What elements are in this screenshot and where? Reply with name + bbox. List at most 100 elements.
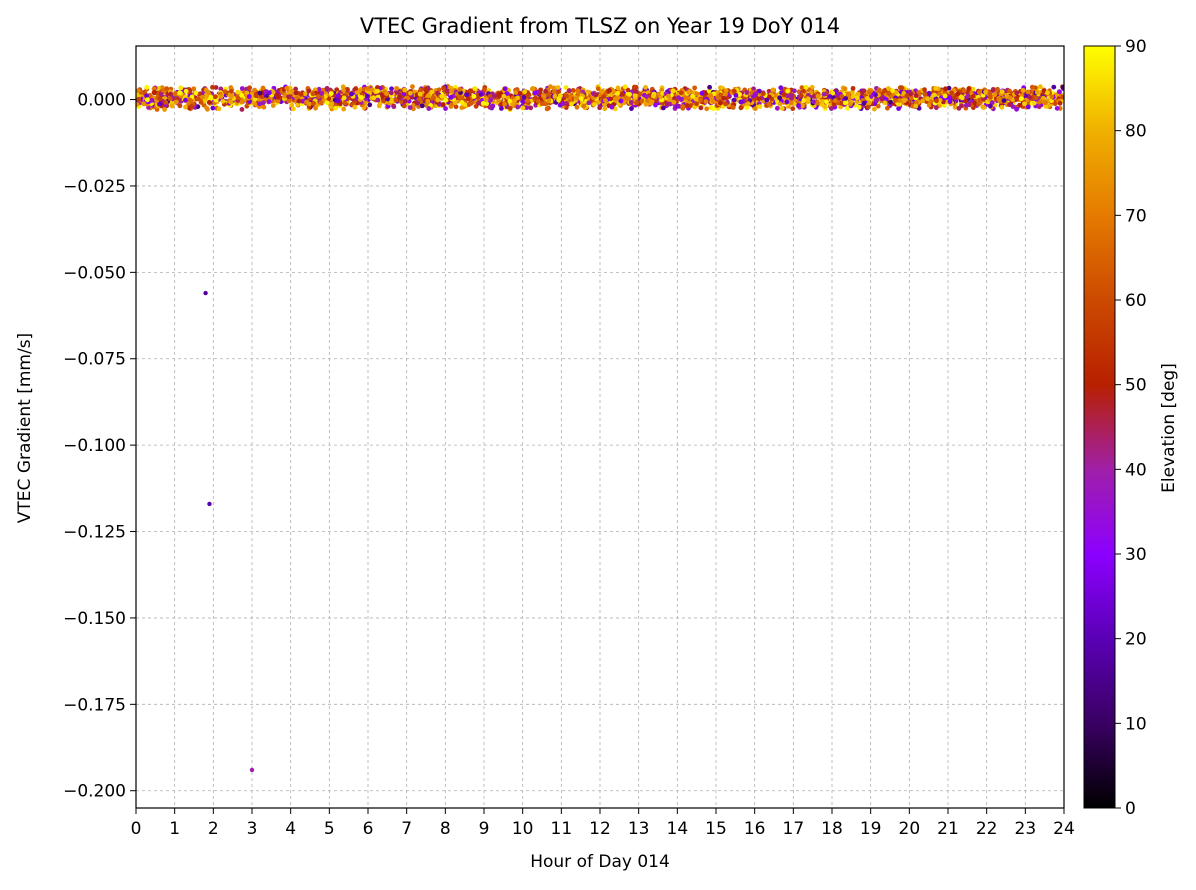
band-point [846,96,852,101]
band-point [779,106,785,111]
band-point [908,91,914,97]
band-point [349,91,354,97]
band-point [430,95,436,100]
band-point [854,95,860,101]
band-point [744,90,750,95]
band-point [375,88,380,94]
band-point [913,93,919,99]
band-point [457,86,463,92]
band-point [1029,84,1035,90]
band-point [204,105,210,111]
band-point [690,93,696,99]
band-point [158,91,164,97]
band-point [593,92,599,98]
x-tick-label: 4 [285,819,296,839]
band-point [371,95,377,101]
x-tick-label: 18 [821,819,843,839]
band-point [706,88,712,94]
band-point [369,87,375,93]
band-point [152,89,158,95]
band-point [1014,96,1020,101]
band-point [710,106,716,111]
band-point [423,86,428,92]
band-point [319,91,325,96]
band-point [947,95,952,101]
x-tick-label: 5 [324,819,335,839]
band-point [842,86,848,92]
band-point [756,88,762,94]
band-point [1033,95,1039,101]
band-point [718,92,724,98]
band-point [178,85,184,91]
band-point [157,96,163,101]
band-point [558,93,563,99]
band-point [649,99,655,105]
band-point [1007,95,1013,101]
band-point [376,103,382,109]
band-point [367,102,373,108]
band-point [426,93,431,98]
band-point [415,100,421,106]
band-point [471,94,477,99]
band-point [187,88,193,94]
band-point [425,98,431,104]
band-point [293,86,299,92]
x-tick-label: 24 [1053,819,1075,839]
band-point [987,103,993,109]
colorbar-label: Elevation [deg] [1159,363,1179,493]
band-point [995,86,1000,92]
band-point [173,90,178,96]
band-point [811,99,816,105]
band-point [505,95,511,100]
y-tick-label: −0.200 [63,782,126,802]
band-point [694,101,699,107]
band-point [626,96,632,102]
band-point [778,85,784,91]
band-point [1060,84,1064,90]
band-point [744,105,750,110]
band-point [920,98,925,104]
band-point [896,98,902,104]
band-point [751,86,756,92]
band-point [247,85,253,91]
band-point [168,91,173,97]
band-point [218,94,224,99]
band-point [365,85,371,91]
band-point [710,98,716,104]
band-point [848,101,853,107]
band-point [784,99,790,105]
band-point [257,90,263,96]
band-point [157,101,163,107]
band-point [389,90,394,96]
band-point [693,96,699,102]
band-point [981,105,987,110]
colorbar-axis: 0 10 20 30 40 50 60 70 80 90 [1115,37,1147,819]
band-point [407,105,413,110]
band-point [329,101,335,107]
band-point [599,89,605,95]
band-point [472,86,478,92]
band-point [244,90,250,96]
band-point [931,92,937,98]
band-point [274,92,280,98]
band-point [633,93,638,99]
band-point [498,106,504,111]
band-point [843,99,849,105]
band-point [306,101,312,107]
band-point [546,91,552,97]
band-point [323,94,328,99]
x-tick-label: 9 [479,819,490,839]
band-point [723,101,728,107]
band-point [790,106,796,112]
band-point [844,105,850,111]
band-point [521,94,527,100]
band-point [1057,100,1063,106]
band-point [855,91,861,97]
band-point [341,106,347,112]
band-point [766,101,772,107]
band-point [391,104,397,110]
band-point [324,100,330,106]
band-point [707,84,712,90]
band-point [756,96,762,102]
band-point [899,85,905,91]
